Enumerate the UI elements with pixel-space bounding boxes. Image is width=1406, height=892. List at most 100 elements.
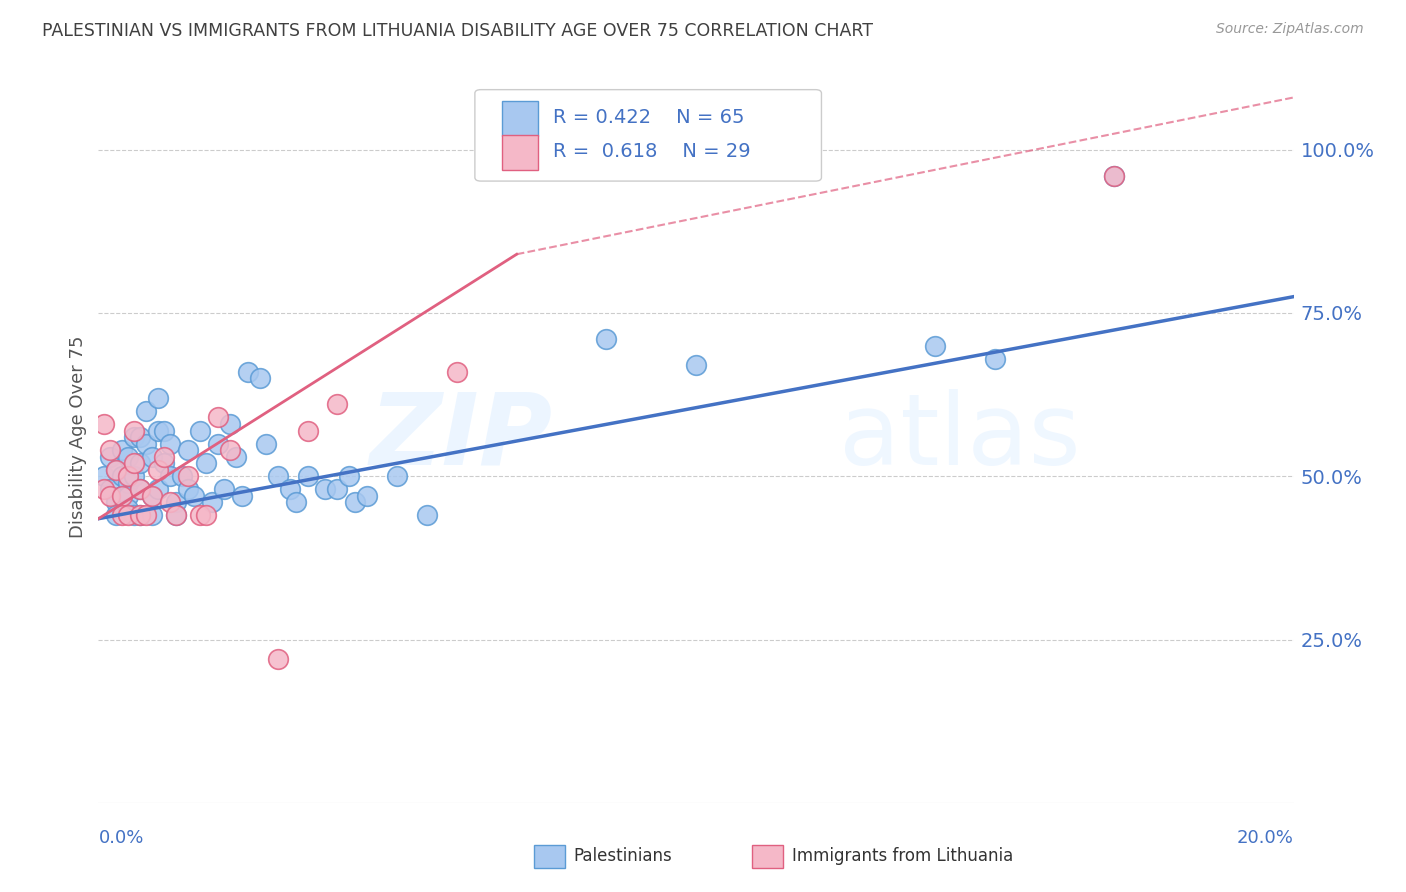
Point bbox=[356, 489, 378, 503]
Point bbox=[236, 365, 259, 379]
Point bbox=[135, 436, 157, 450]
Text: Source: ZipAtlas.com: Source: ZipAtlas.com bbox=[1216, 22, 1364, 37]
Point bbox=[124, 469, 146, 483]
Point bbox=[284, 495, 307, 509]
Point bbox=[100, 489, 122, 503]
Point bbox=[105, 508, 128, 523]
Point bbox=[297, 424, 319, 438]
Point bbox=[219, 443, 242, 458]
Point bbox=[148, 424, 170, 438]
Text: R =  0.618    N = 29: R = 0.618 N = 29 bbox=[553, 143, 751, 161]
Point bbox=[201, 495, 224, 509]
Point bbox=[153, 450, 176, 464]
Point bbox=[117, 450, 139, 464]
Point bbox=[129, 508, 152, 523]
Point bbox=[129, 456, 152, 470]
Point bbox=[165, 495, 187, 509]
Point bbox=[124, 424, 146, 438]
Point bbox=[153, 424, 176, 438]
Point bbox=[165, 508, 187, 523]
Text: Immigrants from Lithuania: Immigrants from Lithuania bbox=[792, 847, 1012, 865]
Text: 0.0%: 0.0% bbox=[98, 830, 143, 847]
Point bbox=[105, 463, 128, 477]
Point bbox=[148, 463, 170, 477]
Point bbox=[924, 339, 946, 353]
FancyBboxPatch shape bbox=[502, 101, 538, 136]
Point bbox=[129, 483, 152, 497]
Point bbox=[148, 483, 170, 497]
Point bbox=[195, 456, 218, 470]
Point bbox=[595, 332, 617, 346]
Point bbox=[685, 358, 707, 372]
Point bbox=[225, 450, 247, 464]
Text: Palestinians: Palestinians bbox=[574, 847, 672, 865]
Point bbox=[195, 508, 218, 523]
Point bbox=[326, 483, 349, 497]
Text: ZIP: ZIP bbox=[370, 389, 553, 485]
Point bbox=[254, 436, 277, 450]
Point bbox=[100, 450, 122, 464]
Text: PALESTINIAN VS IMMIGRANTS FROM LITHUANIA DISABILITY AGE OVER 75 CORRELATION CHAR: PALESTINIAN VS IMMIGRANTS FROM LITHUANIA… bbox=[42, 22, 873, 40]
Point bbox=[135, 508, 157, 523]
FancyBboxPatch shape bbox=[475, 90, 821, 181]
Text: atlas: atlas bbox=[839, 389, 1081, 485]
Point bbox=[159, 495, 181, 509]
Point bbox=[344, 495, 367, 509]
Point bbox=[141, 489, 163, 503]
Point bbox=[984, 351, 1007, 366]
Point bbox=[249, 371, 271, 385]
Text: R = 0.422    N = 65: R = 0.422 N = 65 bbox=[553, 108, 744, 127]
Point bbox=[172, 469, 194, 483]
Point bbox=[416, 508, 439, 523]
Point bbox=[129, 483, 152, 497]
Point bbox=[111, 489, 134, 503]
Point bbox=[177, 469, 200, 483]
Point bbox=[188, 424, 211, 438]
Point bbox=[212, 483, 235, 497]
Point bbox=[117, 469, 139, 483]
Point bbox=[117, 502, 139, 516]
Point bbox=[446, 365, 468, 379]
Point bbox=[188, 508, 211, 523]
Point bbox=[111, 443, 134, 458]
Point bbox=[117, 475, 139, 490]
Point bbox=[111, 489, 134, 503]
Point bbox=[326, 397, 349, 411]
Point bbox=[100, 483, 122, 497]
Point bbox=[124, 508, 146, 523]
Point bbox=[105, 463, 128, 477]
Point bbox=[117, 489, 139, 503]
Point bbox=[315, 483, 337, 497]
Point bbox=[100, 443, 122, 458]
Point bbox=[111, 508, 134, 523]
Point bbox=[267, 652, 290, 666]
Point bbox=[177, 483, 200, 497]
Point bbox=[141, 450, 163, 464]
FancyBboxPatch shape bbox=[502, 135, 538, 170]
Point bbox=[153, 456, 176, 470]
Point bbox=[135, 404, 157, 418]
Point bbox=[177, 443, 200, 458]
Point bbox=[385, 469, 409, 483]
Point bbox=[1104, 169, 1126, 183]
Point bbox=[129, 508, 152, 523]
Text: 20.0%: 20.0% bbox=[1237, 830, 1294, 847]
Point bbox=[1104, 169, 1126, 183]
Point bbox=[231, 489, 253, 503]
Point bbox=[117, 508, 139, 523]
Point bbox=[111, 469, 134, 483]
Y-axis label: Disability Age Over 75: Disability Age Over 75 bbox=[69, 335, 87, 539]
Point bbox=[148, 391, 170, 405]
Point bbox=[129, 430, 152, 444]
Point bbox=[141, 489, 163, 503]
Point bbox=[124, 456, 146, 470]
Point bbox=[105, 495, 128, 509]
Point bbox=[93, 469, 115, 483]
Point bbox=[278, 483, 301, 497]
Point bbox=[93, 417, 115, 431]
Point bbox=[93, 483, 115, 497]
Point bbox=[207, 436, 229, 450]
Point bbox=[339, 469, 360, 483]
Point bbox=[297, 469, 319, 483]
Point bbox=[207, 410, 229, 425]
